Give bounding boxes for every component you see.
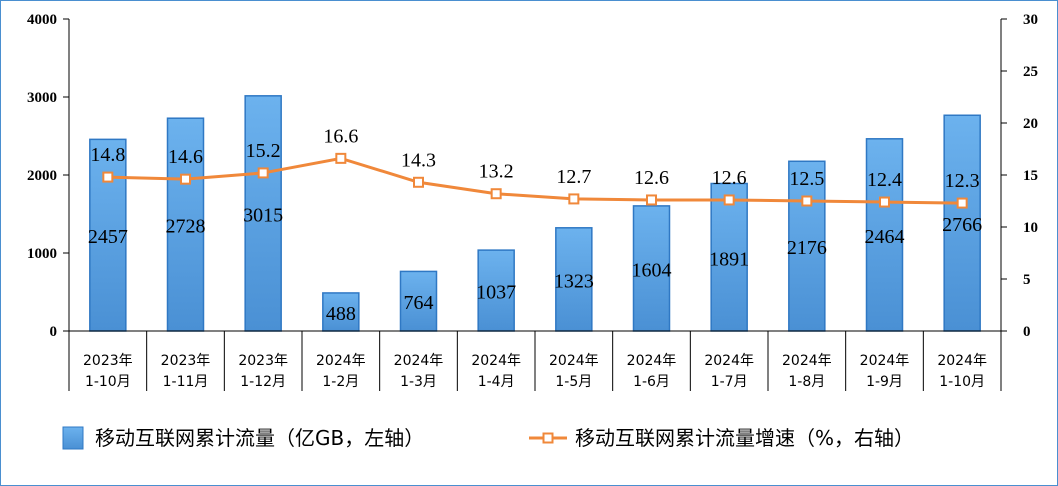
x-tick-label-year: 2023年: [161, 353, 211, 369]
x-tick-label-year: 2024年: [704, 353, 754, 369]
bar-value-label: 764: [404, 292, 434, 314]
x-tick-label-year: 2024年: [549, 353, 599, 369]
bar-value-label: 2176: [787, 237, 827, 259]
line-value-label: 14.3: [401, 149, 436, 171]
bar-value-label: 488: [326, 303, 356, 325]
y-right-tick-label: 10: [1023, 220, 1038, 236]
line-value-label: 13.2: [479, 161, 514, 183]
line-value-label: 12.5: [789, 168, 824, 190]
x-tick-label-year: 2024年: [394, 353, 444, 369]
y-right-tick-label: 30: [1023, 12, 1038, 28]
bar-value-label: 1604: [632, 259, 672, 281]
y-left-tick-label: 4000: [27, 12, 57, 28]
x-tick-label-period: 1-11月: [163, 374, 209, 390]
bar-value-label: 1037: [476, 282, 516, 304]
line-value-label: 12.6: [634, 167, 669, 189]
bar-value-label: 2457: [88, 226, 128, 248]
line-value-label: 12.4: [867, 169, 902, 191]
bar-value-label: 2766: [942, 214, 982, 236]
line-point: [413, 176, 424, 188]
x-tick-label-period: 1-7月: [711, 374, 748, 390]
y-right-tick-label: 5: [1023, 272, 1031, 288]
y-right-tick-label: 15: [1023, 168, 1038, 184]
x-tick-label-year: 2023年: [83, 353, 133, 369]
y-left-tick-label: 0: [50, 324, 58, 340]
line-point: [723, 194, 735, 206]
y-left-tick-label: 3000: [27, 90, 57, 106]
bar: [943, 114, 981, 332]
line-value-label: 12.7: [556, 166, 591, 188]
line-point: [801, 195, 813, 207]
line-value-label: 16.6: [323, 125, 358, 147]
line-point: [568, 193, 580, 205]
bar: [788, 160, 826, 332]
line-value-label: 12.3: [945, 170, 980, 192]
x-tick-label-year: 2024年: [627, 353, 677, 369]
y-left-tick-label: 2000: [27, 168, 57, 184]
legend-bar-swatch: [62, 426, 84, 450]
line-value-label: 14.6: [168, 146, 203, 168]
x-tick-label-year: 2024年: [782, 353, 832, 369]
line-point: [490, 188, 502, 200]
bar-value-label: 3015: [243, 204, 283, 226]
x-tick-label-period: 1-2月: [322, 374, 359, 390]
x-tick-label-year: 2024年: [860, 353, 910, 369]
y-right-tick-label: 0: [1023, 324, 1031, 340]
bar: [632, 205, 671, 332]
bar-value-label: 2464: [865, 226, 905, 248]
x-tick-label-year: 2023年: [238, 353, 288, 369]
line-point: [335, 152, 347, 164]
y-right-tick-label: 20: [1023, 116, 1038, 132]
x-tick-label-period: 1-5月: [555, 374, 592, 390]
growth-line: [107, 156, 963, 205]
x-tick-label-period: 1-4月: [478, 374, 515, 390]
legend-bar-label: 移动互联网累计流量（亿GB，左轴）: [95, 426, 424, 450]
line-value-label: 15.2: [246, 140, 281, 162]
legend-line-marker: [542, 432, 554, 444]
x-tick-label-period: 1-9月: [866, 374, 903, 390]
x-tick-label-year: 2024年: [937, 353, 987, 369]
bar: [477, 249, 515, 332]
bar-value-label: 2728: [166, 216, 206, 238]
line-point: [102, 171, 114, 183]
line-point: [956, 197, 968, 209]
x-tick-label-period: 1-10月: [939, 374, 985, 390]
line-point: [180, 173, 191, 185]
x-tick-label-period: 1-6月: [633, 374, 670, 390]
line-point: [257, 167, 269, 179]
x-tick-label-year: 2024年: [471, 353, 521, 369]
bar-value-label: 1323: [554, 270, 594, 292]
x-tick-label-period: 1-12月: [240, 374, 286, 390]
line-point: [646, 194, 657, 206]
bar-value-label: 1891: [709, 248, 749, 270]
bar: [166, 117, 205, 332]
x-tick-label-period: 1-10月: [85, 374, 131, 390]
x-tick-label-period: 1-8月: [788, 374, 825, 390]
y-right-tick-label: 25: [1023, 64, 1038, 80]
line-value-label: 12.6: [712, 167, 747, 189]
bar: [865, 138, 904, 332]
bar: [322, 292, 360, 332]
legend-line-label: 移动互联网累计流量增速（%，右轴）: [575, 426, 914, 450]
x-tick-label-year: 2024年: [316, 353, 366, 369]
x-tick-label-period: 1-3月: [400, 374, 437, 390]
line-value-label: 14.8: [90, 144, 125, 166]
y-left-tick-label: 1000: [27, 246, 57, 262]
line-point: [879, 196, 890, 208]
bar: [89, 138, 127, 332]
